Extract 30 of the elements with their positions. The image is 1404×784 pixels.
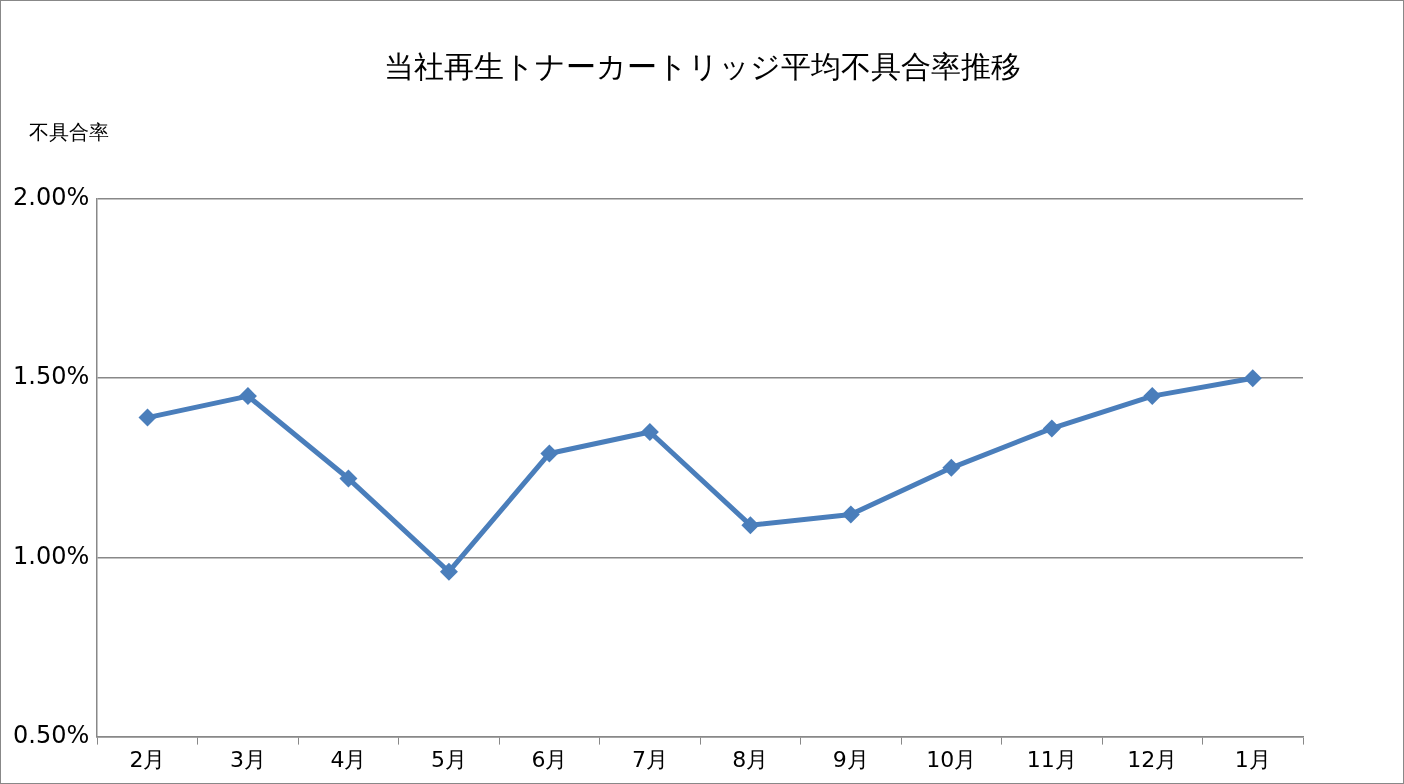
y-tick-label: 2.00% [12,183,90,212]
point [439,562,458,581]
point [238,387,257,406]
x-tick-label: 11月 [1026,746,1077,772]
x-tick-label: 10月 [926,746,977,772]
point [540,444,559,463]
x-tick-label: 9月 [832,746,869,772]
point [942,458,961,477]
point [841,505,860,524]
point [138,408,157,427]
point [741,516,760,535]
x-tick-label: 1月 [1234,746,1271,772]
y-axis-title: 不具合率 [29,120,109,145]
chart-title: 当社再生トナーカートリッジ平均不具合率推移 [383,48,1021,84]
x-tick-label: 12月 [1127,746,1178,772]
y-tick-label: 1.50% [12,362,90,391]
point [1243,369,1262,388]
x-tick-label: 4月 [330,746,367,772]
x-tick-label: 3月 [229,746,266,772]
point [640,422,659,441]
point [1042,419,1061,438]
x-tick-label: 8月 [732,746,769,772]
x-tick-label: 2月 [129,746,166,772]
x-tick-label: 5月 [430,746,467,772]
x-tick-label: 7月 [631,746,668,772]
point [1143,387,1162,406]
x-tick-label: 6月 [531,746,568,772]
y-tick-label: 0.50% [12,720,90,749]
point [339,469,358,488]
y-tick-label: 1.00% [12,541,90,570]
